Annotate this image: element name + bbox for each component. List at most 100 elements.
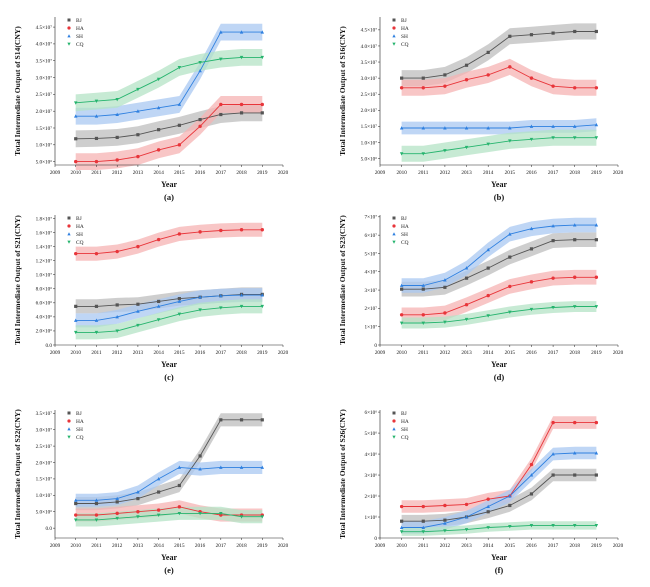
- x-tick-label: 2016: [195, 170, 206, 176]
- data-point-sh: [508, 494, 512, 498]
- data-point-sh: [572, 124, 577, 128]
- confidence-band-cq: [75, 49, 263, 112]
- data-point-cq: [443, 149, 447, 153]
- data-point-cq: [73, 101, 78, 105]
- data-point-bj: [94, 136, 99, 141]
- data-point-sh: [94, 318, 99, 322]
- trend-line-bj: [75, 419, 263, 504]
- y-axis-title: Total Intermediate Output of S26(CNY): [338, 409, 347, 539]
- data-point-bj: [94, 501, 99, 506]
- data-point-ha: [156, 148, 161, 152]
- x-tick-label: 2015: [174, 350, 185, 356]
- data-point-sh: [156, 477, 161, 481]
- data-point-ha: [594, 86, 599, 90]
- legend-label-bj: BJ: [401, 18, 407, 24]
- panel-caption: (e): [164, 565, 174, 575]
- legend-label-ha: HA: [401, 419, 409, 425]
- chart-panel-4: 2009 2010 2011 2012 2013 2014 2015 2016 2017 2018…: [338, 215, 624, 382]
- chart-panel-1: 2009 2010 2011 2012 2013 2014 2015 2016 2017 2018…: [13, 17, 289, 202]
- data-point-ha: [464, 502, 469, 507]
- data-point-ha: [115, 158, 119, 162]
- y-tick-label: 6.0×10⁶: [36, 301, 53, 307]
- data-point-sh: [594, 223, 599, 227]
- legend-marker-bj: [392, 18, 396, 22]
- x-tick-label: 2012: [440, 543, 451, 549]
- data-point-ha: [219, 228, 223, 233]
- legend-marker-bj: [67, 411, 71, 415]
- data-point-bj: [177, 123, 181, 127]
- data-point-sh: [421, 126, 426, 130]
- data-point-bj: [136, 302, 140, 306]
- data-point-cq: [486, 526, 490, 530]
- x-tick-label: 2018: [236, 350, 247, 356]
- data-point-ha: [421, 313, 425, 317]
- trend-line-ha: [75, 229, 263, 255]
- data-point-ha: [486, 73, 490, 77]
- legend-label-ha: HA: [401, 224, 409, 230]
- y-tick-label: 1.8×10⁷: [36, 216, 53, 222]
- data-point-cq: [136, 87, 140, 92]
- x-tick-label: 2013: [461, 350, 472, 356]
- y-tick-label: 3.5×10⁷: [361, 60, 378, 66]
- y-tick-label: 3.5×10⁷: [36, 59, 53, 65]
- data-point-cq: [239, 515, 244, 519]
- data-point-ha: [399, 86, 404, 90]
- data-point-bj: [94, 304, 99, 308]
- data-point-ha: [486, 293, 490, 298]
- y-tick-label: 4×10⁷: [364, 270, 377, 276]
- data-point-cq: [219, 511, 223, 516]
- y-tick-label: 2×10⁷: [364, 306, 377, 312]
- data-point-ha: [260, 102, 264, 107]
- data-point-cq: [115, 329, 119, 333]
- chart-panel-5: 2009 2010 2011 2012 2013 2014 2015 2016 2017 2018…: [13, 409, 289, 575]
- data-point-sh: [198, 68, 202, 73]
- x-tick-label: 2011: [418, 350, 429, 356]
- data-point-cq: [115, 97, 119, 102]
- data-point-sh: [443, 521, 447, 525]
- data-point-sh: [486, 247, 490, 252]
- y-tick-label: 2.0×10⁷: [36, 460, 53, 466]
- data-point-bj: [239, 418, 244, 422]
- data-point-sh: [529, 473, 534, 477]
- data-point-cq: [156, 318, 161, 322]
- x-tick-label: 2010: [71, 543, 82, 549]
- data-point-ha: [115, 511, 119, 516]
- data-point-cq: [508, 525, 512, 529]
- data-point-sh: [198, 295, 202, 299]
- data-point-sh: [136, 490, 140, 494]
- data-point-cq: [421, 152, 426, 156]
- confidence-band-bj: [401, 468, 597, 528]
- data-point-sh: [115, 314, 119, 319]
- data-point-ha: [443, 311, 447, 315]
- data-point-bj: [421, 519, 425, 523]
- confidence-band-bj: [401, 23, 597, 87]
- data-point-cq: [94, 99, 99, 104]
- data-point-sh: [464, 515, 469, 519]
- data-point-bj: [573, 473, 577, 477]
- data-point-ha: [219, 102, 223, 107]
- x-tick-label: 2009: [50, 543, 61, 549]
- x-axis-title: Year: [161, 180, 177, 189]
- data-point-cq: [594, 523, 599, 528]
- data-point-bj: [443, 518, 447, 522]
- x-tick-label: 2016: [526, 350, 537, 356]
- data-point-cq: [508, 139, 512, 143]
- confidence-band-sh: [401, 446, 597, 534]
- legend-marker-sh: [67, 34, 71, 38]
- x-tick-label: 2014: [153, 543, 164, 549]
- y-axis-title: Total Intermediate Output of S16(CNY): [338, 26, 347, 156]
- y-tick-label: 5.0×10⁶: [36, 159, 53, 165]
- data-point-ha: [464, 78, 469, 82]
- legend-marker-cq: [67, 435, 71, 439]
- x-tick-label: 2015: [505, 543, 516, 549]
- legend-label-ha: HA: [76, 419, 84, 425]
- data-point-cq: [156, 77, 161, 82]
- x-tick-label: 2016: [195, 543, 206, 549]
- x-tick-label: 2011: [418, 170, 429, 176]
- data-point-cq: [73, 518, 78, 522]
- x-tick-label: 2010: [396, 350, 407, 356]
- trend-line-cq: [401, 137, 597, 155]
- data-point-sh: [156, 304, 161, 308]
- data-point-bj: [594, 473, 598, 477]
- panel-caption: (f): [495, 565, 504, 575]
